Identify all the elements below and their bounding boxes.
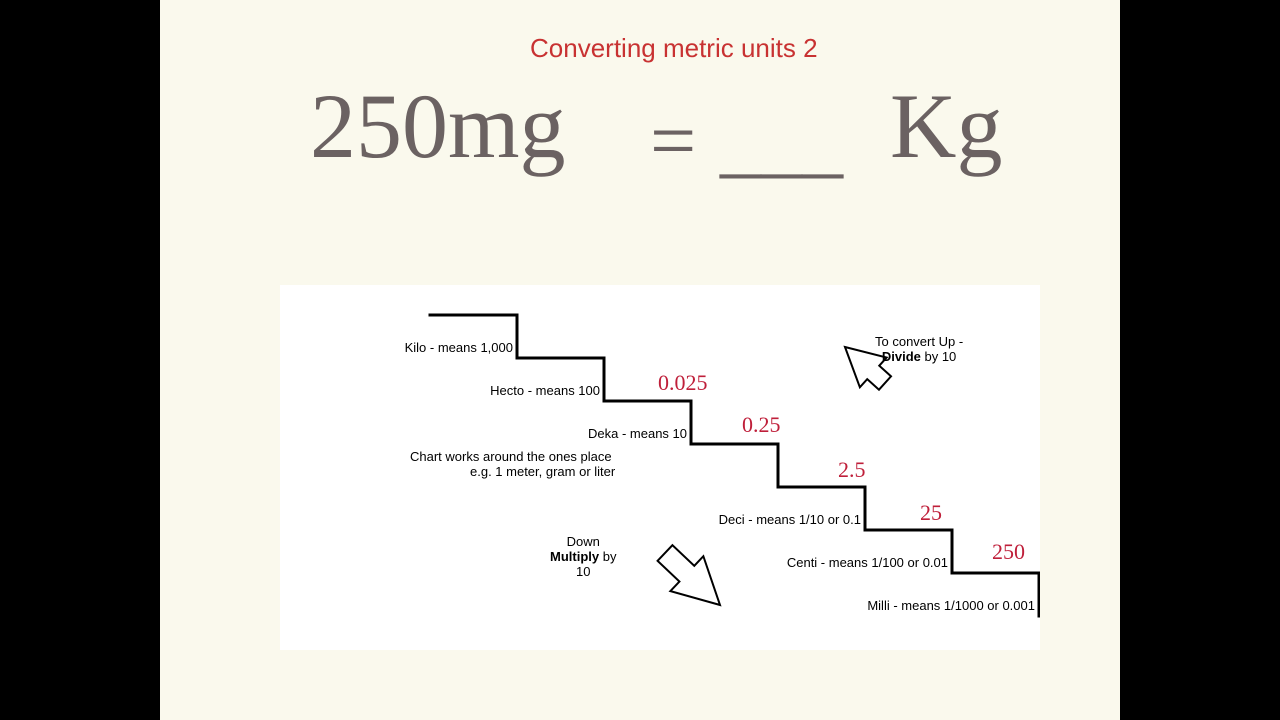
convert-up-note: To convert Up -Divide by 10 (875, 335, 963, 365)
ones-place-note: Chart works around the ones place e.g. 1… (410, 450, 615, 480)
equation-rhs: Kg (890, 80, 1002, 172)
step-label-hecto: Hecto - means 100 (490, 383, 600, 398)
equation-blank: ___ (720, 100, 843, 182)
staircase-chart: Kilo - means 1,000 Hecto - means 100 Dek… (280, 285, 1040, 650)
step-label-milli: Milli - means 1/1000 or 0.001 (867, 598, 1035, 613)
red-value-0: 0.025 (658, 370, 708, 396)
step-label-kilo: Kilo - means 1,000 (405, 340, 513, 355)
equation-lhs: 250mg (310, 80, 566, 172)
red-value-3: 25 (920, 500, 942, 526)
step-label-deci: Deci - means 1/10 or 0.1 (719, 512, 861, 527)
page-title: Converting metric units 2 (530, 33, 818, 64)
step-label-deka: Deka - means 10 (588, 426, 687, 441)
whiteboard-stage: Converting metric units 2 250mg = ___ Kg… (160, 0, 1120, 720)
red-value-4: 250 (992, 539, 1025, 565)
step-label-centi: Centi - means 1/100 or 0.01 (787, 555, 948, 570)
red-value-2: 2.5 (838, 457, 866, 483)
equation-eq: = (650, 100, 696, 182)
convert-down-note: DownMultiply by10 (550, 535, 616, 580)
red-value-1: 0.25 (742, 412, 781, 438)
